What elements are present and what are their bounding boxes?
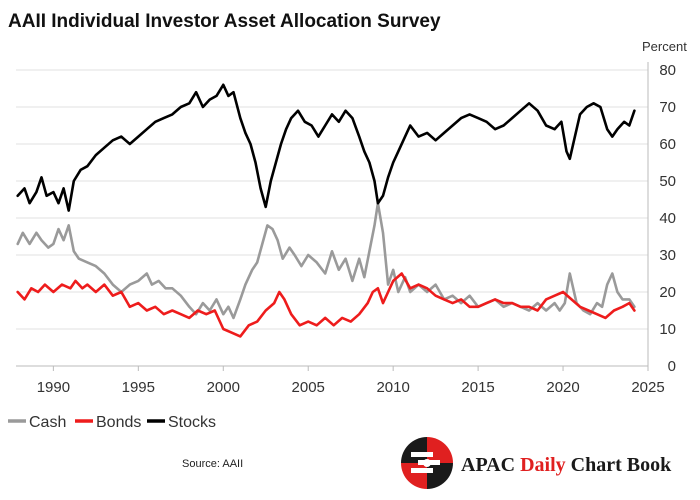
series-line-bonds — [16, 272, 636, 338]
y-tick-label-20: 20 — [659, 284, 676, 301]
x-tick-label-1995: 1995 — [122, 379, 155, 396]
brand-wordmark-part-3: Chart Book — [566, 454, 672, 476]
x-tick-labels: 1990 1995 2000 2005 2010 2015 2020 2025 — [37, 379, 665, 396]
y-tick-label-50: 50 — [659, 173, 676, 190]
brand-wordmark-part-2: Daily — [520, 454, 566, 476]
source-note: Source: AAII — [182, 458, 243, 470]
chart-title: AAII Individual Investor Asset Allocatio… — [8, 11, 441, 32]
legend: Cash Bonds Stocks — [8, 414, 216, 431]
y-tick-label-10: 10 — [659, 321, 676, 338]
legend-label-stocks: Stocks — [168, 414, 216, 431]
series-line-cash — [16, 201, 636, 320]
brand-wordmark: APAC Daily Chart Book — [461, 454, 672, 476]
x-tick-label-2010: 2010 — [376, 379, 409, 396]
brand-logo-icon — [401, 437, 453, 489]
legend-label-bonds: Bonds — [96, 414, 141, 431]
axes — [16, 62, 649, 371]
y-tick-label-80: 80 — [659, 62, 676, 79]
y-axis-unit-label: Percent — [642, 39, 687, 54]
series-group — [16, 83, 636, 338]
legend-label-cash: Cash — [29, 414, 66, 431]
x-tick-label-2015: 2015 — [461, 379, 494, 396]
y-tick-label-60: 60 — [659, 136, 676, 153]
x-tick-label-2000: 2000 — [207, 379, 240, 396]
y-tick-label-30: 30 — [659, 247, 676, 264]
y-tick-labels: 0 10 20 30 40 50 60 70 80 — [659, 62, 676, 375]
brand-wordmark-part-1: APAC — [461, 454, 520, 476]
x-tick-label-2020: 2020 — [546, 379, 579, 396]
y-tick-label-70: 70 — [659, 99, 676, 116]
y-tick-label-0: 0 — [668, 358, 676, 375]
x-tick-label-2025: 2025 — [631, 379, 664, 396]
y-tick-label-40: 40 — [659, 210, 676, 227]
x-tick-label-2005: 2005 — [292, 379, 325, 396]
series-line-stocks — [16, 83, 636, 212]
gridlines — [16, 69, 648, 330]
x-tick-label-1990: 1990 — [37, 379, 70, 396]
